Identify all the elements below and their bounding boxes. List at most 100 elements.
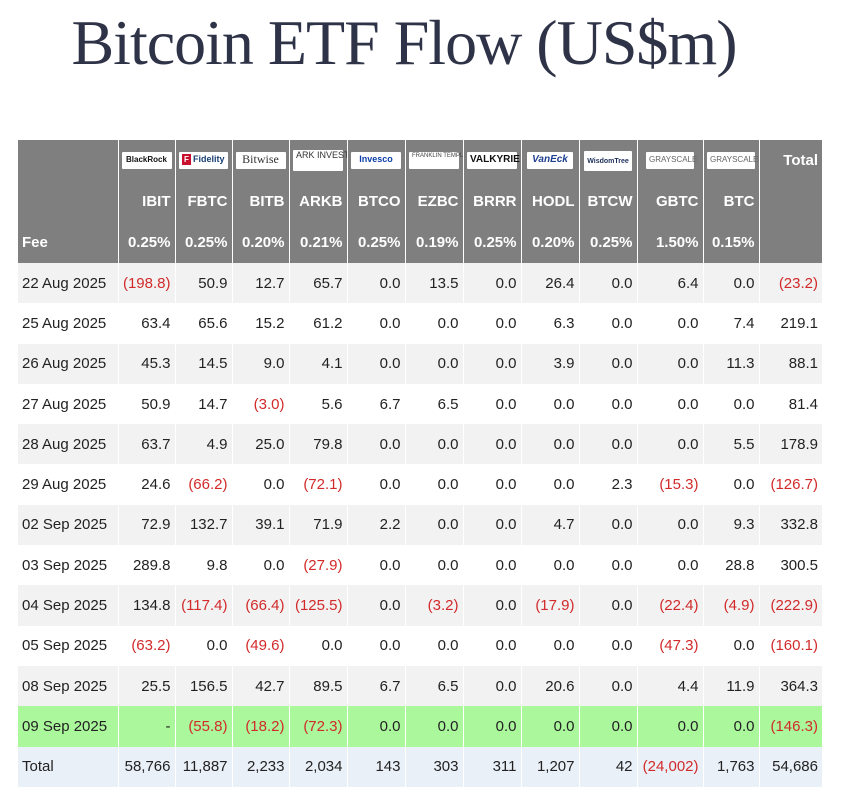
flow-cell: 0.0 [578,665,637,707]
flow-cell: 0.0 [462,263,521,304]
flow-cell: 25.5 [117,665,175,707]
fee-cell: 0.20% [231,222,289,263]
ibit-logo-cell: BlackRock [117,140,175,181]
flow-cell: (3.2) [404,585,463,626]
table-row: 22 Aug 2025 (198.8) 50.9 12.7 65.7 0.0 13.5 0.0… [18,263,822,304]
flow-cell: 20.6 [520,665,579,707]
flow-cell: 65.7 [288,263,347,304]
table-row: 08 Sep 2025 25.5 156.5 42.7 89.5 6.7 6.5 0.0 20.… [18,665,822,707]
flow-cell: 0.0 [346,343,405,384]
flow-cell: 50.9 [174,263,232,304]
flow-cell: 0.0 [636,424,703,465]
flow-cell: 12.7 [231,263,289,304]
logo-row-corner [18,140,118,181]
totals-cell: 143 [346,746,405,787]
flow-cell: 0.0 [578,625,637,666]
ticker-cell: BTC [702,181,759,222]
flow-cell: 13.5 [404,263,463,304]
row-total-cell: (222.9) [758,585,822,626]
flow-cell: 9.8 [174,545,232,586]
ticker-cell: BITB [231,181,289,222]
row-total-cell: (160.1) [758,625,822,666]
fee-cell: 0.21% [288,222,347,263]
flow-cell: 9.0 [231,343,289,384]
flow-cell: 89.5 [288,665,347,707]
flow-cell: 0.0 [346,545,405,586]
ticker-row-end [758,181,822,222]
date-cell: 08 Sep 2025 [18,665,118,707]
flow-cell: 156.5 [174,665,232,707]
fee-row: Fee 0.25% 0.25% 0.20% 0.21% 0.25% 0.19% … [18,222,822,263]
fee-label: Fee [18,222,118,263]
table-row: 05 Sep 2025 (63.2) 0.0 (49.6) 0.0 0.0 0.0 0.0 0.… [18,625,822,666]
flow-cell: 4.4 [636,665,703,707]
fee-cell: 0.25% [578,222,637,263]
date-cell: 22 Aug 2025 [18,263,118,304]
flow-cell: (66.4) [231,585,289,626]
flow-cell: 0.0 [520,424,579,465]
flow-cell: 0.0 [520,383,579,425]
flow-cell: 14.7 [174,383,232,425]
blackrock-logo: BlackRock [121,152,172,170]
flow-cell: 2.3 [578,464,637,505]
flow-cell: 0.0 [702,625,759,666]
vaneck-logo: VanEck [527,152,573,170]
totals-label: Total [18,746,118,787]
table-row: 04 Sep 2025 134.8 (117.4) (66.4) (125.5) 0.0(… [18,585,822,626]
flow-cell: (66.2) [174,464,232,505]
flow-cell: 0.0 [231,545,289,586]
flow-cell: 24.6 [117,464,175,505]
flow-cell: 0.0 [404,706,463,747]
ticker-row-corner [18,181,118,222]
totals-cell: 2,233 [231,746,289,787]
ticker-cell: BTCO [346,181,405,222]
flow-cell: (49.6) [231,625,289,666]
flow-cell: 3.9 [520,343,579,384]
row-total-cell: (126.7) [758,464,822,505]
invesco-logo: Invesco [351,152,401,170]
flow-cell: (63.2) [117,625,175,666]
flow-cell: 0.0 [702,706,759,747]
flow-cell: 0.0 [404,303,463,344]
flow-cell: 0.0 [462,424,521,465]
flow-cell: 0.0 [462,464,521,505]
ark-logo: ARK INVEST [293,150,347,171]
ticker-cell: GBTC [636,181,703,222]
table-row: 03 Sep 2025 289.8 9.8 0.0 (27.9) 0.0 0.0 0.0 0.0… [18,545,822,586]
flow-cell: 0.0 [520,625,579,666]
flow-cell: 4.9 [174,424,232,465]
date-cell: 25 Aug 2025 [18,303,118,344]
flow-cell: 0.0 [404,545,463,586]
fee-cell: 0.20% [520,222,579,263]
flow-cell: 289.8 [117,545,175,586]
flow-cell: 4.7 [520,504,579,546]
flow-cell: 0.0 [404,625,463,666]
flow-cell: 0.0 [462,383,521,425]
totals-cell: 1,763 [702,746,759,787]
btc-logo-cell: GRAYSCALE [702,140,759,181]
table-row: 26 Aug 2025 45.3 14.5 9.0 4.1 0.0 0.0 0.0 3.9 0.0… [18,343,822,384]
flow-cell: 14.5 [174,343,232,384]
flow-cell: 9.3 [702,504,759,546]
row-total-cell: 81.4 [758,383,822,425]
flow-cell: (22.4) [636,585,703,626]
flow-cell: 63.7 [117,424,175,465]
totals-row: Total 58,766 11,887 2,233 2,034 143 303 … [18,746,822,787]
table-row: 27 Aug 2025 50.9 14.7 (3.0) 5.6 6.7 6.5 0.0 0.0 0… [18,383,822,425]
flow-cell: (4.9) [702,585,759,626]
fee-cell: 0.25% [117,222,175,263]
flow-cell: 0.0 [346,706,405,747]
row-total-cell: (146.3) [758,706,822,747]
row-total-cell: 178.9 [758,424,822,465]
row-total-cell: 364.3 [758,665,822,707]
table-row: 29 Aug 2025 24.6 (66.2) 0.0 (72.1) 0.0 0.0 0.0 0… [18,464,822,505]
ticker-cell: IBIT [117,181,175,222]
row-total-cell: 219.1 [758,303,822,344]
fee-cell: 0.25% [462,222,521,263]
flow-cell: (198.8) [117,263,175,304]
flow-cell: 0.0 [231,464,289,505]
flow-cell: (72.3) [288,706,347,747]
bitwise-logo: Bitwise [235,152,286,170]
date-cell: 02 Sep 2025 [18,504,118,546]
date-cell: 28 Aug 2025 [18,424,118,465]
